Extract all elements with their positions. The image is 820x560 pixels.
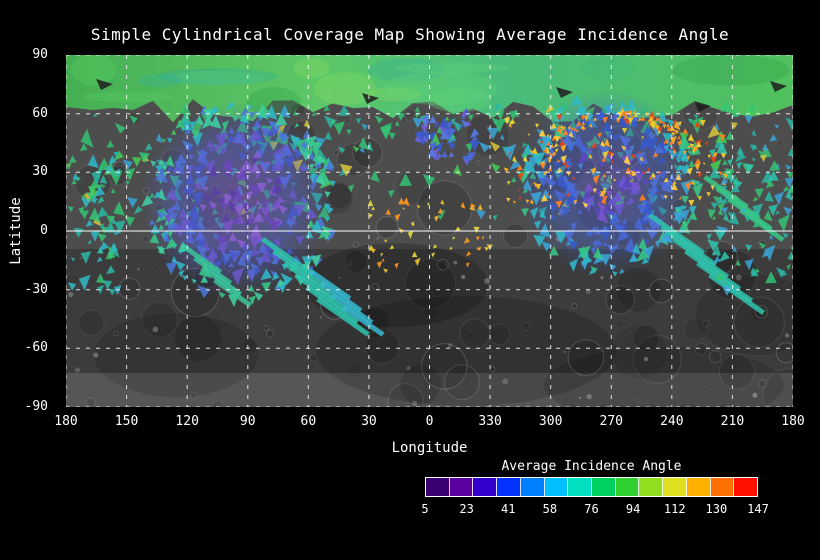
colorbar-tick-label: 5 xyxy=(421,502,429,516)
map-plot xyxy=(66,55,793,407)
x-tick-label: 90 xyxy=(239,414,256,429)
y-tick-label: -30 xyxy=(24,281,48,297)
x-tick-label: 330 xyxy=(478,414,502,429)
x-tick-label: 180 xyxy=(781,414,805,429)
colorbar-cell xyxy=(449,478,474,496)
colorbar-cell xyxy=(568,478,593,496)
y-tick-label: -60 xyxy=(24,340,48,356)
colorbar-cell xyxy=(639,478,664,496)
y-axis-ticks: 90 60 30 0 -30 -60 -90 xyxy=(0,47,60,414)
x-tick-label: 0 xyxy=(425,414,434,429)
colorbar-tick-label: 147 xyxy=(747,502,769,516)
y-tick-label: 0 xyxy=(40,223,48,238)
colorbar-tick-label: 58 xyxy=(542,502,558,516)
y-tick-label: 90 xyxy=(32,47,48,62)
colorbar-cell xyxy=(663,478,687,496)
x-tick-label: 180 xyxy=(54,414,78,429)
x-tick-label: 240 xyxy=(660,414,684,429)
colorbar-cell xyxy=(497,478,521,496)
x-tick-label: 210 xyxy=(720,414,745,429)
colorbar-tick-label: 23 xyxy=(459,502,474,516)
x-axis-label: Longitude xyxy=(391,440,468,456)
colorbar-ticks: 5 23 41 58 76 94 112 130 147 xyxy=(421,502,768,518)
y-tick-label: 60 xyxy=(32,105,48,121)
colorbar xyxy=(425,477,758,497)
chart-title: Simple Cylindrical Coverage Map Showing … xyxy=(90,25,730,44)
colorbar-tick-label: 112 xyxy=(663,502,686,516)
colorbar-tick-label: 94 xyxy=(625,502,641,516)
colorbar-cell xyxy=(544,478,569,496)
x-tick-label: 150 xyxy=(114,414,139,429)
colorbar-cell xyxy=(592,478,616,496)
x-tick-label: 120 xyxy=(175,414,199,429)
x-tick-label: 270 xyxy=(599,414,623,429)
colorbar-cell xyxy=(615,478,640,496)
colorbar-cell xyxy=(710,478,735,496)
colorbar-tick-label: 76 xyxy=(584,502,599,516)
x-tick-label: 30 xyxy=(361,414,377,429)
colorbar-tick-label: 41 xyxy=(501,502,516,516)
y-tick-label: 30 xyxy=(32,164,48,180)
colorbar-cell xyxy=(686,478,711,496)
colorbar-title: Average Incidence Angle xyxy=(501,459,682,474)
x-tick-label: 60 xyxy=(300,414,317,429)
colorbar-tick-label: 130 xyxy=(705,502,728,516)
colorbar-cell xyxy=(473,478,498,496)
y-tick-label: -90 xyxy=(24,399,48,414)
x-axis-ticks: 180 150 120 90 60 30 0 330 300 270 240 210 180 xyxy=(54,414,804,432)
x-tick-label: 300 xyxy=(538,414,563,429)
colorbar-cell xyxy=(520,478,545,496)
plot-area xyxy=(66,55,793,407)
colorbar-cell xyxy=(426,478,450,496)
colorbar-cell xyxy=(734,478,758,496)
